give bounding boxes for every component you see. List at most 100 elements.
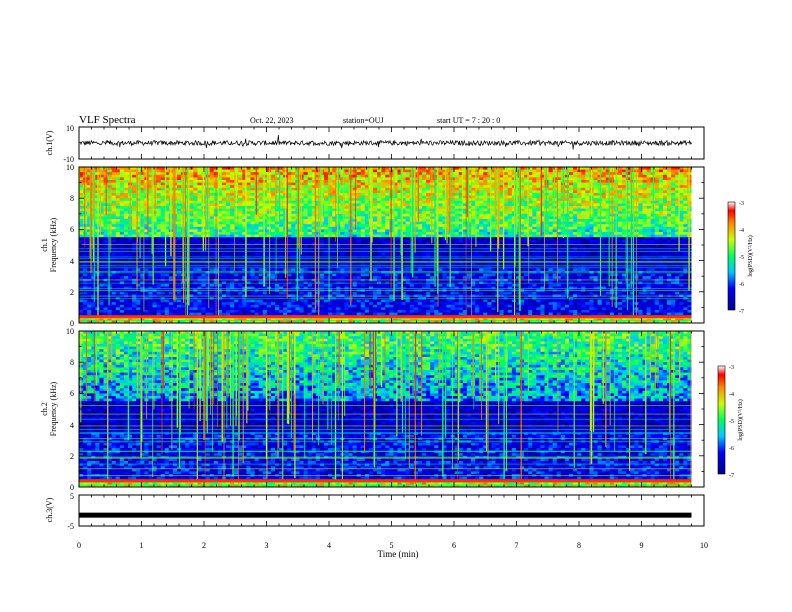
- spectrogram-cell: [593, 200, 599, 204]
- spectrogram-cell: [671, 224, 676, 228]
- spectrogram-cell: [364, 247, 370, 251]
- spectrogram-cell: [160, 219, 166, 223]
- spectrogram-cell: [683, 174, 688, 178]
- spectrogram-cell: [466, 177, 472, 181]
- spectrogram-cell: [585, 190, 590, 194]
- spectrogram-cell: [344, 198, 349, 202]
- spectrogram-cell: [99, 221, 104, 225]
- spectrogram-cell: [193, 182, 198, 186]
- spectrogram-cell: [650, 221, 656, 225]
- spectrogram-cell: [307, 182, 313, 186]
- spectrogram-cell: [217, 216, 223, 220]
- spectrogram-cell: [87, 167, 92, 171]
- spectrogram-cell: [638, 193, 643, 197]
- spectrogram-cell: [654, 224, 660, 228]
- spectrogram-cell: [626, 239, 631, 243]
- spectrogram-cell: [303, 195, 309, 199]
- spectrogram-cell: [475, 190, 480, 194]
- spectrogram-cell: [189, 221, 194, 225]
- spectrogram-cell: [148, 208, 153, 212]
- spectrogram-cell: [324, 169, 329, 173]
- spectrogram-cell: [381, 250, 386, 254]
- spectrogram-cell: [446, 198, 452, 202]
- spectrogram-cell: [540, 216, 545, 220]
- spectrogram-cell: [148, 234, 153, 238]
- spectrogram-cell: [515, 185, 521, 189]
- spectrogram-cell: [438, 187, 443, 191]
- spectrogram-cell: [209, 221, 215, 225]
- spectrogram-cell: [270, 219, 276, 223]
- spectrogram-cell: [597, 221, 603, 225]
- spectrogram-cell: [258, 219, 264, 223]
- spectrogram-cell: [258, 195, 264, 199]
- spectrogram-cell: [307, 211, 313, 215]
- spectrogram-cell: [593, 185, 599, 189]
- spectrogram-cell: [646, 245, 652, 249]
- spectrogram-cell: [532, 187, 537, 191]
- spectrogram-cell: [111, 208, 117, 212]
- spectrogram-cell: [340, 229, 345, 233]
- spectrogram-cell: [597, 234, 603, 238]
- spectrogram-cell: [569, 237, 574, 241]
- spectrogram-cell: [438, 229, 443, 233]
- spectrogram-cell: [250, 182, 256, 186]
- spectrogram-cell: [128, 242, 133, 246]
- spectrogram-cell: [360, 239, 366, 243]
- spectrogram-cell: [103, 250, 109, 254]
- spectrogram-cell: [540, 239, 545, 243]
- spectrogram-cell: [99, 177, 104, 181]
- spectrogram-cell: [352, 226, 358, 230]
- spectrogram-cell: [381, 177, 386, 181]
- spectrogram-cell: [344, 172, 349, 176]
- spectrogram-cell: [524, 234, 529, 238]
- spectrogram-cell: [373, 213, 378, 217]
- spectrogram-cell: [471, 239, 476, 243]
- spectrogram-cell: [618, 180, 623, 184]
- spectrogram-cell: [446, 200, 452, 204]
- spectrogram-cell: [279, 245, 284, 249]
- spectrogram-cell: [197, 198, 202, 202]
- spectrogram-cell: [577, 245, 582, 249]
- spectrogram-cell: [111, 185, 117, 189]
- spectrogram-cell: [193, 216, 198, 220]
- spectrogram-cell: [87, 234, 92, 238]
- spectrogram-cell: [503, 190, 509, 194]
- spectrogram-cell: [340, 169, 345, 173]
- spectrogram-cell: [299, 216, 305, 220]
- spectrogram-cell: [303, 245, 309, 249]
- spectrogram-cell: [111, 182, 117, 186]
- spectrogram-cell: [450, 190, 456, 194]
- spectrogram-cell: [540, 187, 545, 191]
- spectrogram-cell: [156, 229, 162, 233]
- spectrogram-cell: [487, 216, 492, 220]
- spectrogram-cell: [548, 213, 554, 217]
- spectrogram-cell: [328, 182, 333, 186]
- spectrogram-cell: [381, 182, 386, 186]
- spectrogram-cell: [393, 187, 398, 191]
- spectrogram-cell: [291, 229, 296, 233]
- spectrogram-cell: [540, 232, 545, 236]
- spectrogram-cell: [601, 208, 607, 212]
- spectrogram-cell: [658, 177, 664, 181]
- spectrogram-cell: [328, 211, 333, 215]
- spectrogram-cell: [352, 203, 358, 207]
- spectrogram-cell: [189, 239, 194, 243]
- spectrogram-cell: [405, 206, 411, 210]
- spectrogram-cell: [217, 211, 223, 215]
- spectrogram-cell: [221, 167, 227, 171]
- spectrogram-cell: [197, 211, 202, 215]
- spectrogram-cell: [528, 226, 533, 230]
- spectrogram-cell: [164, 216, 170, 220]
- spectrogram-cell: [230, 239, 235, 243]
- spectrogram-cell: [569, 167, 574, 171]
- spectrogram-cell: [152, 226, 158, 230]
- spectrogram-cell: [515, 203, 521, 207]
- spectrogram-cell: [111, 177, 117, 181]
- spectrogram-cell: [658, 200, 664, 204]
- spectrogram-cell: [230, 242, 235, 246]
- spectrogram-cell: [144, 247, 149, 251]
- spectrogram-cell: [471, 226, 476, 230]
- spectrogram-cell: [189, 208, 194, 212]
- spectrogram-cell: [226, 200, 231, 204]
- spectrogram-cell: [242, 206, 247, 210]
